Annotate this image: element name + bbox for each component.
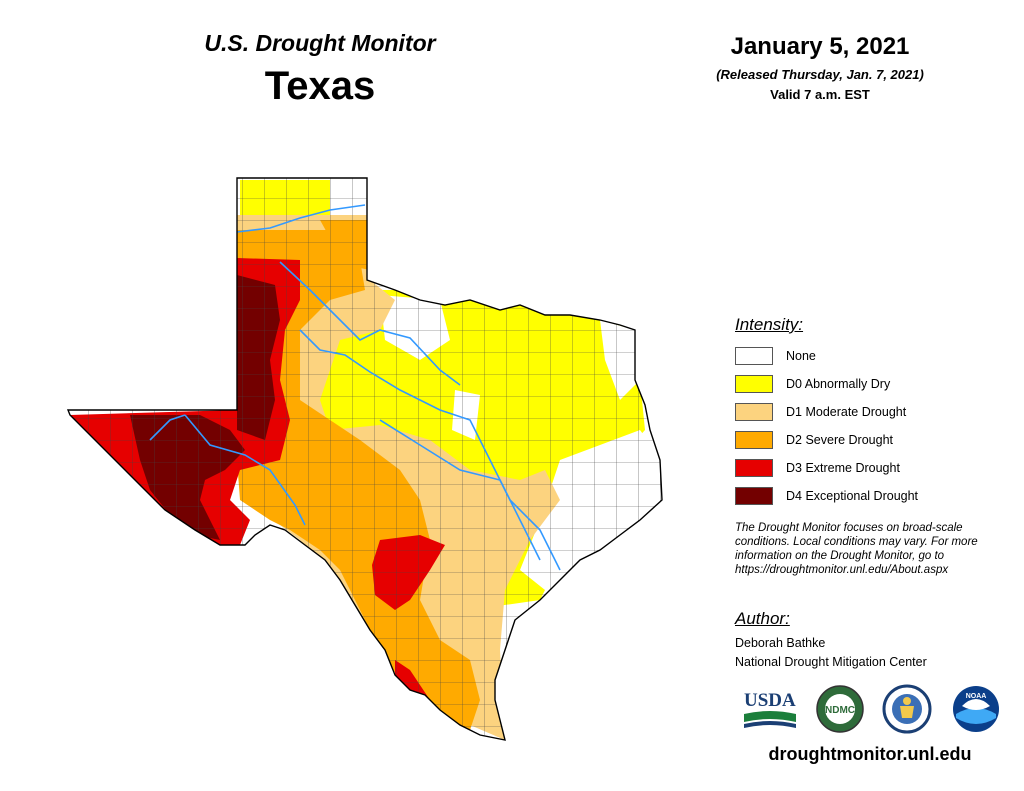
legend-swatch: [735, 375, 773, 393]
svg-text:NDMC: NDMC: [825, 705, 855, 716]
red-river: [279, 261, 461, 386]
ndmc-logo: NDMC: [816, 685, 864, 733]
website-url[interactable]: droughtmonitor.unl.edu: [768, 744, 972, 764]
legend: None D0 Abnormally Dry D1 Moderate Drought…: [735, 342, 918, 510]
legend-label: D2 Severe Drought: [786, 433, 894, 447]
legend-label: D0 Abnormally Dry: [786, 377, 891, 391]
legend-swatch: [735, 431, 773, 449]
drought-areas: [68, 178, 662, 740]
note-line: information on the Drought Monitor, go t…: [735, 550, 945, 562]
county-lines: [68, 178, 662, 740]
legend-item: D0 Abnormally Dry: [735, 370, 918, 398]
author-org: National Drought Mitigation Center: [735, 655, 927, 669]
legend-item: D3 Extreme Drought: [735, 454, 918, 482]
brazos-river: [299, 329, 561, 571]
pecos-rio-grande-river: [149, 414, 306, 526]
legend-title: Intensity:: [735, 315, 804, 334]
author-heading: Author:: [735, 609, 790, 628]
usda-logo: USDA: [744, 690, 796, 728]
canadian-river: [236, 204, 366, 233]
rivers: [149, 204, 561, 571]
note-line: conditions. Local conditions may vary. F…: [735, 536, 978, 548]
svg-text:USDA: USDA: [744, 690, 796, 711]
legend-item: None: [735, 342, 918, 370]
commerce-seal: [882, 684, 932, 734]
noaa-logo: NOAA: [953, 686, 999, 732]
legend-item: D4 Exceptional Drought: [735, 482, 918, 510]
legend-item: D2 Severe Drought: [735, 426, 918, 454]
release-date: (Released Thursday, Jan. 7, 2021): [716, 67, 924, 82]
note-url: https://droughtmonitor.unl.edu/About.asp…: [735, 564, 949, 576]
legend-label: None: [786, 349, 816, 363]
legend-label: D1 Moderate Drought: [786, 405, 907, 419]
legend-swatch: [735, 347, 773, 365]
texas-outline: [66, 177, 663, 741]
agency-logos: USDA NDMC NOAA: [744, 684, 999, 734]
valid-time: Valid 7 a.m. EST: [770, 87, 870, 102]
legend-swatch: [735, 487, 773, 505]
svg-text:NOAA: NOAA: [966, 693, 987, 700]
texas-drought-map: [66, 177, 663, 741]
legend-swatch: [735, 403, 773, 421]
state-title: Texas: [264, 64, 376, 108]
disclaimer-note: The Drought Monitor focuses on broad-sca…: [735, 521, 1015, 577]
colorado-river: [379, 419, 541, 561]
legend-swatch: [735, 459, 773, 477]
monitor-title: U.S. Drought Monitor: [204, 30, 436, 56]
author-name: Deborah Bathke: [735, 636, 826, 650]
legend-item: D1 Moderate Drought: [735, 398, 918, 426]
map-date: January 5, 2021: [730, 33, 910, 60]
legend-label: D4 Exceptional Drought: [786, 489, 919, 503]
legend-label: D3 Extreme Drought: [786, 461, 900, 475]
note-line: The Drought Monitor focuses on broad-sca…: [735, 522, 963, 534]
